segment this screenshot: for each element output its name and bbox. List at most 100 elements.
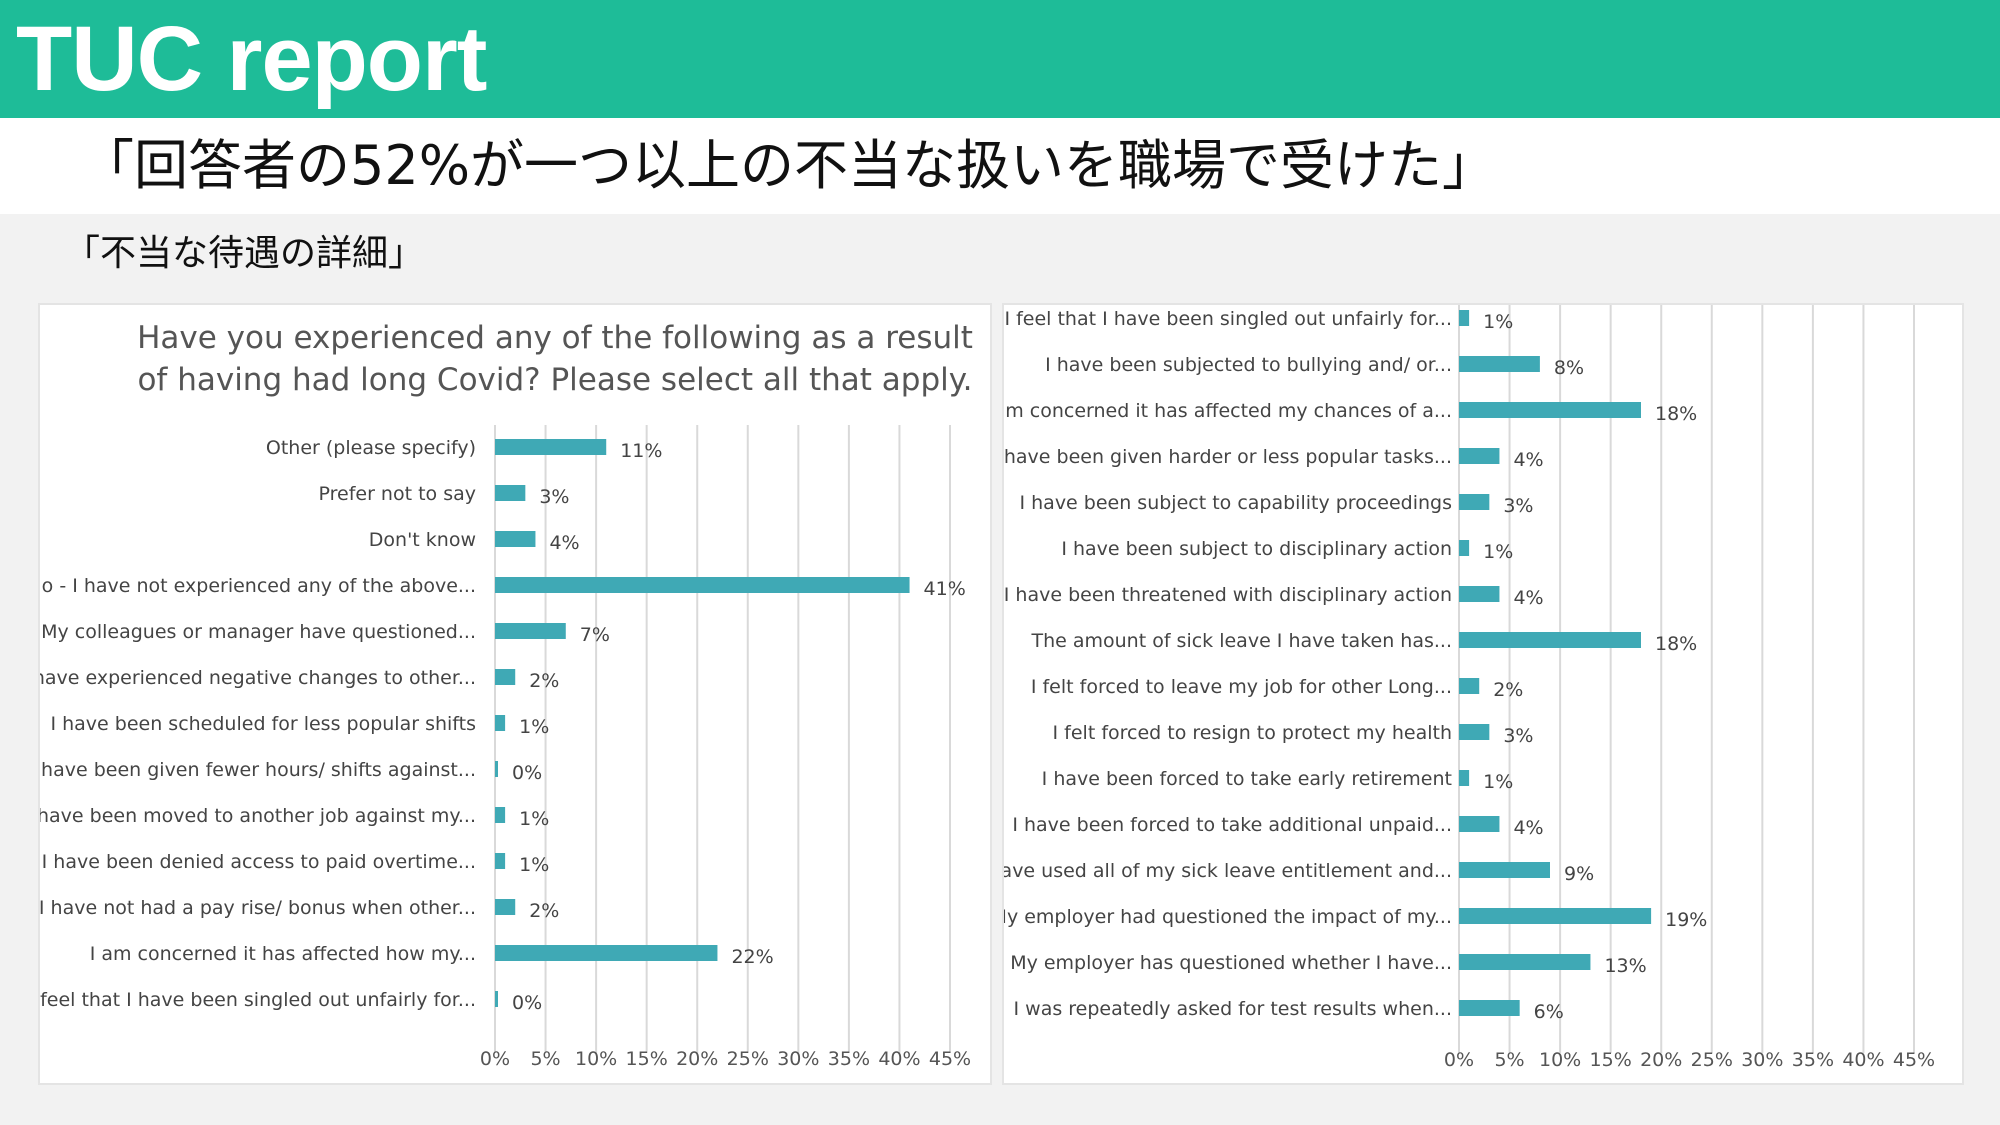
category-label: Don't know bbox=[369, 529, 476, 551]
data-label: 22% bbox=[731, 946, 773, 968]
data-label: 41% bbox=[924, 578, 966, 600]
category-label: I have been subject to disciplinary acti… bbox=[1061, 538, 1452, 560]
bar bbox=[1459, 724, 1490, 740]
bar bbox=[495, 439, 607, 455]
bar bbox=[495, 761, 498, 777]
bar bbox=[1459, 494, 1490, 510]
x-tick-label: 5% bbox=[530, 1048, 560, 1070]
bar bbox=[495, 623, 566, 639]
data-label: 4% bbox=[1513, 817, 1543, 839]
x-tick-label: 45% bbox=[1893, 1049, 1935, 1071]
bar bbox=[1459, 402, 1641, 418]
data-label: 4% bbox=[1513, 449, 1543, 471]
data-label: 3% bbox=[539, 486, 569, 508]
chart-title: Have you experienced any of the followin… bbox=[137, 320, 973, 356]
x-tick-label: 35% bbox=[828, 1048, 870, 1070]
bar bbox=[495, 715, 506, 731]
data-label: 11% bbox=[620, 440, 662, 462]
chart-title: of having had long Covid? Please select … bbox=[137, 362, 972, 398]
x-tick-label: 5% bbox=[1494, 1049, 1524, 1071]
data-label: 9% bbox=[1564, 863, 1594, 885]
data-label: 7% bbox=[580, 624, 610, 646]
x-tick-label: 25% bbox=[1691, 1049, 1733, 1071]
category-label: I felt forced to leave my job for other … bbox=[1031, 676, 1452, 698]
bar bbox=[1459, 770, 1470, 786]
x-tick-label: 20% bbox=[1640, 1049, 1682, 1071]
category-label: My employer has questioned whether I hav… bbox=[1010, 952, 1452, 974]
x-tick-label: 40% bbox=[878, 1048, 920, 1070]
data-label: 19% bbox=[1665, 909, 1707, 931]
bar bbox=[495, 577, 910, 593]
category-label: I felt forced to resign to protect my he… bbox=[1053, 722, 1452, 744]
data-label: 18% bbox=[1655, 633, 1697, 655]
category-label: I have been given harder or less popular… bbox=[1004, 446, 1452, 468]
category-label: I have used all of my sick leave entitle… bbox=[1004, 860, 1452, 882]
category-label: I have been subject to capability procee… bbox=[1019, 492, 1452, 514]
data-label: 4% bbox=[549, 532, 579, 554]
data-label: 1% bbox=[519, 808, 549, 830]
category-label: I am concerned it has affected my chance… bbox=[1004, 400, 1452, 422]
chart-panel-left: Have you experienced any of the followin… bbox=[38, 303, 992, 1085]
data-label: 4% bbox=[1513, 587, 1543, 609]
category-label: The amount of sick leave I have taken ha… bbox=[1030, 630, 1452, 652]
x-tick-label: 45% bbox=[929, 1048, 971, 1070]
data-label: 1% bbox=[1483, 771, 1513, 793]
category-label: I have been subjected to bullying and/ o… bbox=[1045, 354, 1452, 376]
bar bbox=[1459, 632, 1641, 648]
x-tick-label: 35% bbox=[1792, 1049, 1834, 1071]
x-tick-label: 30% bbox=[777, 1048, 819, 1070]
bar bbox=[495, 899, 516, 915]
bar bbox=[1459, 448, 1500, 464]
x-tick-label: 40% bbox=[1842, 1049, 1884, 1071]
category-label: I have been denied access to paid overti… bbox=[42, 851, 476, 873]
bar bbox=[495, 531, 536, 547]
category-label: I feel that I have been singled out unfa… bbox=[40, 989, 476, 1011]
bar bbox=[1459, 310, 1470, 326]
data-label: 13% bbox=[1604, 955, 1646, 977]
category-label: I have experienced negative changes to o… bbox=[40, 667, 476, 689]
bar bbox=[1459, 356, 1540, 372]
chart-panel-right: 0% 5% 10% 15% 20% 25% 30% 35% 40% 45% I feel that … bbox=[1002, 303, 1964, 1085]
bar bbox=[1459, 954, 1591, 970]
category-label: My employer had questioned the impact of… bbox=[1004, 906, 1452, 928]
category-label: I have been forced to take additional un… bbox=[1012, 814, 1452, 836]
chart-right: 0% 5% 10% 15% 20% 25% 30% 35% 40% 45% I feel that … bbox=[1004, 305, 1935, 1071]
data-label: 0% bbox=[512, 992, 542, 1014]
category-label: I have been moved to another job against… bbox=[40, 805, 476, 827]
category-label: My colleagues or manager have questioned… bbox=[41, 621, 476, 643]
data-label: 18% bbox=[1655, 403, 1697, 425]
data-label: 0% bbox=[512, 762, 542, 784]
data-label: 1% bbox=[519, 716, 549, 738]
data-label: 3% bbox=[1503, 725, 1533, 747]
category-label: I have been threatened with disciplinary… bbox=[1004, 584, 1452, 606]
category-label: I have been forced to take early retirem… bbox=[1042, 768, 1452, 790]
data-label: 3% bbox=[1503, 495, 1533, 517]
bar bbox=[1459, 678, 1480, 694]
x-tick-label: 15% bbox=[1590, 1049, 1632, 1071]
data-label: 1% bbox=[1483, 311, 1513, 333]
x-tick-label: 25% bbox=[727, 1048, 769, 1070]
category-label: I have not had a pay rise/ bonus when ot… bbox=[40, 897, 476, 919]
category-label: I am concerned it has affected how my... bbox=[90, 943, 476, 965]
x-tick-label: 10% bbox=[1539, 1049, 1581, 1071]
x-tick-label: 10% bbox=[575, 1048, 617, 1070]
data-label: 2% bbox=[529, 900, 559, 922]
data-label: 2% bbox=[1493, 679, 1523, 701]
data-label: 2% bbox=[529, 670, 559, 692]
chart-left: Have you experienced any of the followin… bbox=[40, 320, 973, 1070]
bar bbox=[1459, 540, 1470, 556]
bar bbox=[495, 945, 718, 961]
category-label: I have been scheduled for less popular s… bbox=[50, 713, 476, 735]
bar bbox=[495, 807, 506, 823]
header-bar bbox=[0, 0, 2000, 118]
data-label: 1% bbox=[1483, 541, 1513, 563]
bar bbox=[1459, 862, 1550, 878]
x-tick-label: 20% bbox=[676, 1048, 718, 1070]
bar bbox=[495, 485, 526, 501]
bar bbox=[1459, 586, 1500, 602]
data-label: 1% bbox=[519, 854, 549, 876]
bar bbox=[1459, 816, 1500, 832]
bar bbox=[1459, 908, 1652, 924]
data-label: 8% bbox=[1554, 357, 1584, 379]
x-tick-label: 0% bbox=[480, 1048, 510, 1070]
